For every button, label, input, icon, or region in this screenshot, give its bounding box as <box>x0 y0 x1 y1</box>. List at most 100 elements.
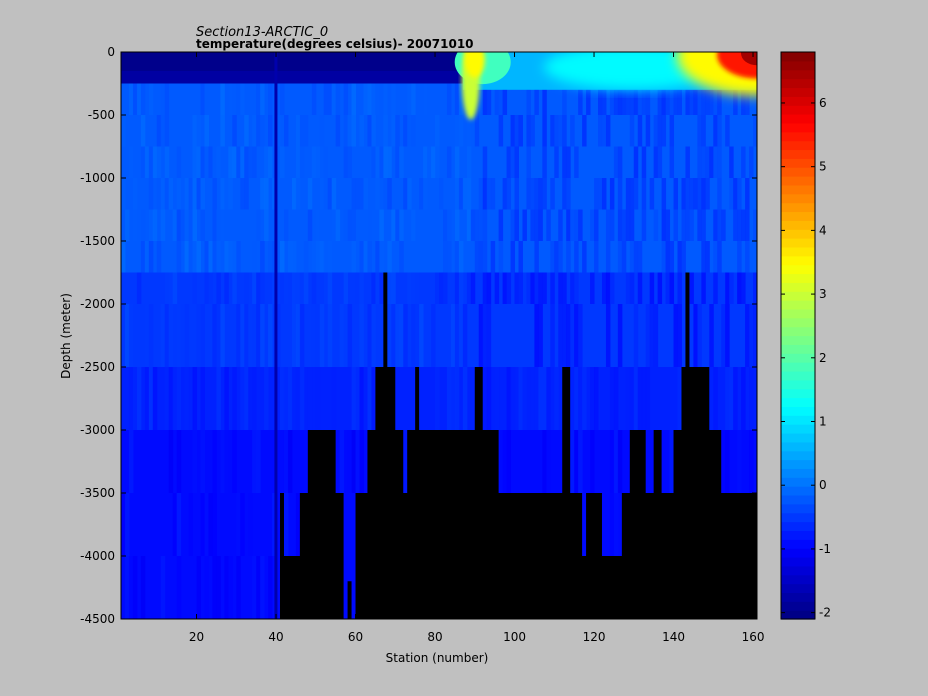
colorbar-band <box>781 450 815 461</box>
station-cell <box>609 83 615 115</box>
station-cell <box>605 209 611 241</box>
station-cell <box>554 146 559 178</box>
station-cell <box>542 83 547 115</box>
station-cell <box>323 178 329 210</box>
colorbar-band <box>781 344 815 354</box>
station-cell <box>283 367 289 430</box>
station-cell <box>379 209 384 241</box>
station-cell <box>176 493 182 556</box>
station-cell <box>482 178 488 210</box>
station-cell <box>335 83 341 115</box>
station-cell <box>741 83 746 115</box>
station-cell <box>745 83 750 115</box>
colorbar-band <box>781 149 815 159</box>
station-cell <box>140 83 146 115</box>
station-cell <box>609 178 615 210</box>
x-tick-label: 20 <box>189 630 204 644</box>
station-cell <box>152 146 158 178</box>
colorbar-band <box>781 211 815 221</box>
station-cell <box>212 115 217 147</box>
station-cell <box>192 209 198 241</box>
station-cell <box>276 115 281 147</box>
station-cell <box>458 83 464 115</box>
station-cell <box>741 146 746 178</box>
station-cell <box>136 83 142 115</box>
station-cell <box>590 367 595 430</box>
station-cell <box>617 241 623 273</box>
station-cell <box>605 493 611 556</box>
station-cell <box>260 146 265 178</box>
station-cell <box>260 304 265 367</box>
station-cell <box>272 272 277 304</box>
station-cell <box>188 178 194 210</box>
station-cell <box>693 83 698 115</box>
station-cell <box>661 209 667 241</box>
station-cell <box>283 493 289 556</box>
station-cell <box>224 178 229 210</box>
station-cell <box>395 304 400 367</box>
station-cell <box>713 146 718 178</box>
station-cell <box>753 209 757 241</box>
station-cell <box>609 367 615 430</box>
station-cell <box>331 178 337 210</box>
y-tick-label: -2000 <box>80 297 115 311</box>
station-cell <box>375 272 380 304</box>
station-cell <box>220 209 225 241</box>
station-cell <box>196 146 201 178</box>
station-cell <box>609 493 615 556</box>
station-cell <box>272 241 277 273</box>
y-tick-label: -2500 <box>80 360 115 374</box>
colorbar-band <box>781 353 815 363</box>
station-cell <box>466 178 472 210</box>
station-cell <box>204 556 209 619</box>
station-cell <box>407 115 412 147</box>
station-cell <box>510 115 516 147</box>
station-cell <box>184 178 190 210</box>
station-cell <box>665 272 671 304</box>
station-cell <box>701 178 706 210</box>
station-cell <box>291 241 297 273</box>
station-cell <box>474 115 480 147</box>
station-cell <box>164 272 170 304</box>
station-cell <box>637 272 643 304</box>
colorbar-tick-label: 3 <box>819 287 827 301</box>
station-cell <box>641 209 647 241</box>
station-cell <box>566 209 571 241</box>
station-cell <box>160 304 166 367</box>
station-cell <box>371 304 376 367</box>
station-cell <box>574 272 579 304</box>
station-cell <box>383 178 388 210</box>
station-cell <box>482 241 488 273</box>
station-cell <box>661 83 667 115</box>
station-cell <box>311 241 317 273</box>
colorbar-band <box>781 494 815 505</box>
station-cell <box>307 367 313 430</box>
colorbar-band <box>781 291 815 301</box>
station-cell <box>494 83 500 115</box>
station-cell <box>156 178 162 210</box>
station-cell <box>423 83 428 115</box>
station-cell <box>367 241 372 273</box>
station-cell <box>617 304 623 367</box>
station-cell <box>395 209 400 241</box>
station-cell <box>264 209 269 241</box>
station-cell <box>132 178 138 210</box>
station-cell <box>164 367 170 430</box>
station-cell <box>566 304 571 367</box>
station-cell <box>641 83 647 115</box>
station-cell <box>733 178 738 210</box>
station-cell <box>291 304 297 367</box>
station-cell <box>176 304 182 367</box>
station-cell <box>518 241 523 273</box>
station-cell <box>645 304 651 367</box>
station-cell <box>268 83 273 115</box>
station-cell <box>359 241 364 273</box>
station-cell <box>148 367 154 430</box>
station-cell <box>287 241 293 273</box>
station-cell <box>268 304 273 367</box>
station-cell <box>458 241 464 273</box>
station-cell <box>582 115 587 147</box>
station-cell <box>200 178 205 210</box>
station-cell <box>132 556 138 619</box>
station-cell <box>391 83 396 115</box>
